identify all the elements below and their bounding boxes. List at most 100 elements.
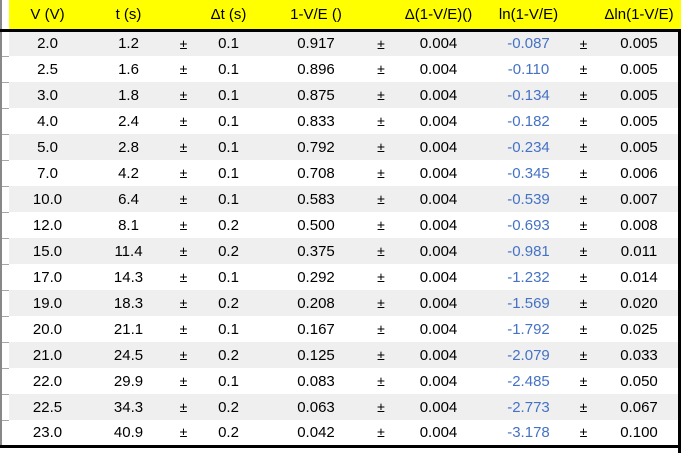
cell-plus-minus[interactable]: ± (571, 186, 596, 212)
cell-fraction[interactable]: 0.500 (261, 212, 371, 238)
cell-time-uncertainty[interactable]: 0.1 (196, 56, 261, 82)
cell-plus-minus[interactable]: ± (571, 30, 596, 56)
cell-fraction[interactable]: 0.083 (261, 368, 371, 394)
cell-plus-minus[interactable]: ± (571, 82, 596, 108)
cell-time-uncertainty[interactable]: 0.2 (196, 342, 261, 368)
cell-ln-value[interactable]: -0.693 (486, 212, 571, 238)
cell-plus-minus[interactable]: ± (371, 56, 391, 82)
column-header-spacer-1[interactable] (171, 0, 196, 32)
cell-plus-minus[interactable]: ± (171, 264, 196, 290)
cell-fraction[interactable]: 0.292 (261, 264, 371, 290)
column-header-dt[interactable]: Δt (s) (196, 0, 261, 32)
cell-fraction-uncertainty[interactable]: 0.004 (391, 30, 486, 56)
cell-ln-value[interactable]: -1.232 (486, 264, 571, 290)
cell-time[interactable]: 1.2 (86, 30, 171, 56)
cell-plus-minus[interactable]: ± (571, 108, 596, 134)
cell-time[interactable]: 1.8 (86, 82, 171, 108)
cell-plus-minus[interactable]: ± (571, 316, 596, 342)
cell-ln-value[interactable]: -0.182 (486, 108, 571, 134)
cell-fraction-uncertainty[interactable]: 0.004 (391, 186, 486, 212)
cell-ln-uncertainty[interactable]: 0.005 (596, 82, 681, 108)
cell-plus-minus[interactable]: ± (171, 316, 196, 342)
cell-plus-minus[interactable]: ± (171, 186, 196, 212)
cell-fraction-uncertainty[interactable]: 0.004 (391, 56, 486, 82)
cell-voltage[interactable]: 12.0 (9, 212, 86, 238)
cell-plus-minus[interactable]: ± (371, 394, 391, 420)
cell-ln-uncertainty[interactable]: 0.005 (596, 30, 681, 56)
cell-plus-minus[interactable]: ± (571, 290, 596, 316)
cell-fraction[interactable]: 0.042 (261, 420, 371, 448)
cell-plus-minus[interactable]: ± (571, 56, 596, 82)
cell-fraction[interactable]: 0.208 (261, 290, 371, 316)
cell-fraction[interactable]: 0.375 (261, 238, 371, 264)
column-header-t[interactable]: t (s) (86, 0, 171, 32)
cell-ln-value[interactable]: -0.134 (486, 82, 571, 108)
cell-plus-minus[interactable]: ± (571, 368, 596, 394)
cell-ln-uncertainty[interactable]: 0.100 (596, 420, 681, 448)
cell-ln-uncertainty[interactable]: 0.007 (596, 186, 681, 212)
cell-time-uncertainty[interactable]: 0.2 (196, 420, 261, 448)
cell-plus-minus[interactable]: ± (371, 238, 391, 264)
cell-fraction-uncertainty[interactable]: 0.004 (391, 368, 486, 394)
cell-time[interactable]: 24.5 (86, 342, 171, 368)
cell-time[interactable]: 40.9 (86, 420, 171, 448)
cell-time-uncertainty[interactable]: 0.1 (196, 134, 261, 160)
cell-voltage[interactable]: 2.5 (9, 56, 86, 82)
cell-ln-uncertainty[interactable]: 0.050 (596, 368, 681, 394)
cell-plus-minus[interactable]: ± (371, 368, 391, 394)
cell-fraction[interactable]: 0.125 (261, 342, 371, 368)
cell-time-uncertainty[interactable]: 0.1 (196, 108, 261, 134)
cell-ln-uncertainty[interactable]: 0.014 (596, 264, 681, 290)
cell-ln-value[interactable]: -0.345 (486, 160, 571, 186)
cell-voltage[interactable]: 10.0 (9, 186, 86, 212)
cell-ln-value[interactable]: -0.539 (486, 186, 571, 212)
cell-fraction-uncertainty[interactable]: 0.004 (391, 290, 486, 316)
cell-ln-value[interactable]: -2.773 (486, 394, 571, 420)
cell-fraction[interactable]: 0.583 (261, 186, 371, 212)
cell-plus-minus[interactable]: ± (371, 316, 391, 342)
cell-fraction[interactable]: 0.792 (261, 134, 371, 160)
cell-ln-value[interactable]: -0.110 (486, 56, 571, 82)
cell-time[interactable]: 34.3 (86, 394, 171, 420)
cell-ln-value[interactable]: -2.079 (486, 342, 571, 368)
cell-time-uncertainty[interactable]: 0.1 (196, 368, 261, 394)
cell-fraction-uncertainty[interactable]: 0.004 (391, 160, 486, 186)
cell-fraction-uncertainty[interactable]: 0.004 (391, 420, 486, 448)
cell-voltage[interactable]: 4.0 (9, 108, 86, 134)
cell-plus-minus[interactable]: ± (171, 82, 196, 108)
cell-plus-minus[interactable]: ± (171, 134, 196, 160)
cell-plus-minus[interactable]: ± (171, 212, 196, 238)
cell-time[interactable]: 29.9 (86, 368, 171, 394)
cell-plus-minus[interactable]: ± (171, 30, 196, 56)
column-header-d-1-v-e[interactable]: Δ(1-V/E)() (391, 0, 486, 32)
cell-time[interactable]: 11.4 (86, 238, 171, 264)
cell-voltage[interactable]: 2.0 (9, 30, 86, 56)
cell-ln-value[interactable]: -1.792 (486, 316, 571, 342)
cell-fraction-uncertainty[interactable]: 0.004 (391, 342, 486, 368)
cell-plus-minus[interactable]: ± (571, 238, 596, 264)
cell-plus-minus[interactable]: ± (171, 290, 196, 316)
cell-voltage[interactable]: 21.0 (9, 342, 86, 368)
cell-voltage[interactable]: 3.0 (9, 82, 86, 108)
cell-fraction-uncertainty[interactable]: 0.004 (391, 212, 486, 238)
cell-plus-minus[interactable]: ± (571, 264, 596, 290)
cell-fraction[interactable]: 0.875 (261, 82, 371, 108)
cell-fraction-uncertainty[interactable]: 0.004 (391, 134, 486, 160)
column-header-spacer-2[interactable] (371, 0, 391, 32)
cell-fraction[interactable]: 0.833 (261, 108, 371, 134)
cell-time[interactable]: 2.8 (86, 134, 171, 160)
cell-fraction[interactable]: 0.708 (261, 160, 371, 186)
cell-time-uncertainty[interactable]: 0.2 (196, 290, 261, 316)
cell-time[interactable]: 14.3 (86, 264, 171, 290)
cell-time-uncertainty[interactable]: 0.2 (196, 212, 261, 238)
cell-plus-minus[interactable]: ± (571, 212, 596, 238)
cell-voltage[interactable]: 17.0 (9, 264, 86, 290)
cell-voltage[interactable]: 15.0 (9, 238, 86, 264)
column-header-dln-1-v-e[interactable]: Δln(1-V/E) (596, 0, 681, 32)
cell-ln-uncertainty[interactable]: 0.067 (596, 394, 681, 420)
cell-plus-minus[interactable]: ± (371, 160, 391, 186)
cell-voltage[interactable]: 22.5 (9, 394, 86, 420)
column-header-1-v-e[interactable]: 1-V/E () (261, 0, 371, 32)
cell-fraction-uncertainty[interactable]: 0.004 (391, 82, 486, 108)
cell-plus-minus[interactable]: ± (371, 82, 391, 108)
